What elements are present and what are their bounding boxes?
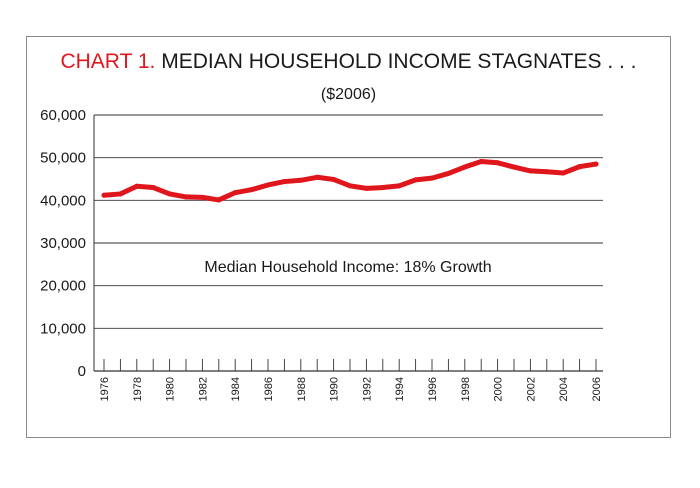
data-point-1986 bbox=[265, 182, 271, 188]
data-point-1981 bbox=[183, 194, 189, 200]
x-tick-label-1982: 1982 bbox=[197, 377, 209, 401]
series-line-0 bbox=[101, 159, 599, 203]
x-tick-label-1976: 1976 bbox=[99, 377, 111, 401]
data-point-1983 bbox=[216, 197, 222, 203]
data-point-1992 bbox=[363, 185, 369, 191]
x-tick-label-1992: 1992 bbox=[361, 377, 373, 401]
data-point-1990 bbox=[331, 176, 337, 182]
data-point-1994 bbox=[396, 183, 402, 189]
x-tick-label-2000: 2000 bbox=[493, 377, 505, 401]
data-point-1997 bbox=[445, 170, 451, 176]
y-tick-label-30000: 30,000 bbox=[40, 235, 86, 252]
x-tick-label-1990: 1990 bbox=[329, 377, 341, 401]
data-point-1991 bbox=[347, 183, 353, 189]
x-tick-label-1994: 1994 bbox=[394, 377, 406, 401]
x-tick-label-1986: 1986 bbox=[263, 377, 275, 401]
data-point-2003 bbox=[544, 169, 550, 175]
chart-annotation: Median Household Income: 18% Growth bbox=[204, 259, 491, 276]
x-tick-label-2002: 2002 bbox=[525, 377, 537, 401]
data-point-1979 bbox=[150, 185, 156, 191]
series-layer bbox=[101, 159, 599, 203]
x-axis-ticks: 1976 1978 1980 1982 1984 1986 1988 1990 1992 1994… bbox=[99, 359, 603, 401]
data-point-1987 bbox=[281, 179, 287, 185]
x-tick-label-2006: 2006 bbox=[591, 377, 603, 401]
y-tick-label-0: 0 bbox=[78, 363, 86, 380]
data-point-1978 bbox=[134, 183, 140, 189]
data-point-1998 bbox=[462, 164, 468, 170]
y-tick-label-50000: 50,000 bbox=[40, 150, 86, 167]
y-tick-label-40000: 40,000 bbox=[40, 192, 86, 209]
chart-title: CHART 1. MEDIAN HOUSEHOLD INCOME STAGNAT… bbox=[26, 50, 671, 74]
chart-title-prefix: CHART 1. bbox=[60, 50, 156, 73]
data-point-2006 bbox=[593, 161, 599, 167]
data-point-2005 bbox=[577, 164, 583, 170]
data-point-1995 bbox=[413, 177, 419, 183]
x-tick-label-1996: 1996 bbox=[427, 377, 439, 401]
y-tick-label-10000: 10,000 bbox=[40, 320, 86, 337]
x-tick-label-1980: 1980 bbox=[165, 377, 177, 401]
data-point-2001 bbox=[511, 164, 517, 170]
data-point-1996 bbox=[429, 175, 435, 181]
x-tick-label-1984: 1984 bbox=[230, 377, 242, 401]
x-tick-label-1998: 1998 bbox=[460, 377, 472, 401]
data-point-1980 bbox=[167, 191, 173, 197]
data-point-2004 bbox=[560, 170, 566, 176]
data-point-1989 bbox=[314, 174, 320, 180]
data-point-1993 bbox=[380, 185, 386, 191]
x-tick-label-2004: 2004 bbox=[558, 377, 570, 401]
y-tick-label-20000: 20,000 bbox=[40, 278, 86, 295]
data-point-1985 bbox=[249, 187, 255, 193]
grid-lines bbox=[93, 114, 603, 372]
data-point-1988 bbox=[298, 177, 304, 183]
data-point-2000 bbox=[495, 160, 501, 166]
y-tick-label-60000: 60,000 bbox=[40, 107, 86, 124]
x-tick-label-1978: 1978 bbox=[132, 377, 144, 401]
data-point-1984 bbox=[232, 190, 238, 196]
data-point-1999 bbox=[478, 159, 484, 165]
y-axis-tick-labels: 0 10,000 20,000 30,000 40,000 50,000 60,000 bbox=[40, 107, 86, 380]
data-point-1982 bbox=[199, 194, 205, 200]
chart-title-text: MEDIAN HOUSEHOLD INCOME STAGNATES . . . bbox=[161, 50, 637, 73]
data-point-2002 bbox=[527, 168, 533, 174]
x-tick-label-1988: 1988 bbox=[296, 377, 308, 401]
data-point-1977 bbox=[117, 191, 123, 197]
data-point-1976 bbox=[101, 192, 107, 198]
chart-subtitle: ($2006) bbox=[320, 86, 377, 103]
